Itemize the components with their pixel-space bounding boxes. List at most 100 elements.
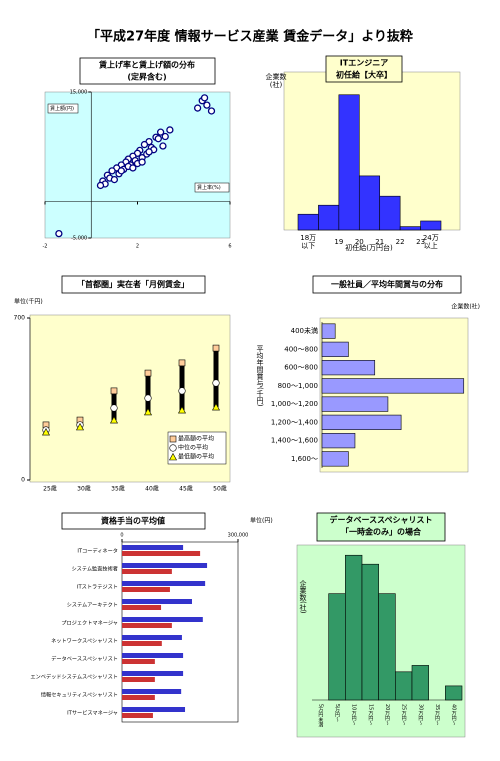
- x-tick-label: 300,000: [228, 533, 249, 539]
- y-tick-label: 1,600～: [291, 455, 318, 463]
- bar: [122, 671, 184, 676]
- marker: [75, 422, 85, 431]
- bar: [345, 554, 363, 701]
- title-box: [61, 275, 206, 294]
- title-box: [316, 512, 446, 542]
- y-tick-label: 600～800: [284, 364, 318, 372]
- marker: [212, 344, 220, 352]
- bar: [318, 204, 340, 231]
- x-tick-label: 25万円～: [401, 704, 407, 726]
- bar: [445, 685, 463, 701]
- legend-label: 最高額の平均: [178, 435, 214, 443]
- point: [110, 175, 119, 184]
- label-box: [194, 182, 230, 193]
- x-tick-label: 18万以下: [300, 234, 316, 250]
- legend-marker: [169, 435, 177, 443]
- chart-title: 賃上げ率と賃上げ額の分布: [98, 60, 195, 70]
- point: [207, 107, 216, 115]
- y-tick-label: 15,000: [70, 90, 88, 96]
- y-tick-label: 700: [14, 315, 26, 322]
- bar: [122, 623, 172, 628]
- y-tick-label: 1,400～1,600: [271, 437, 318, 445]
- bar: [122, 659, 155, 664]
- y-tick-label: ITコーディネータ: [77, 547, 118, 555]
- x-tick-label: 50歳: [213, 485, 227, 493]
- point: [129, 164, 137, 172]
- y-tick-label: ITストラテジスト: [77, 584, 118, 591]
- range-bar: [213, 348, 219, 408]
- x-tick-label: 35歳: [111, 485, 125, 493]
- bar: [338, 94, 360, 231]
- marker: [110, 404, 118, 412]
- x-tick-label: 30歳: [77, 485, 91, 493]
- bar: [122, 581, 206, 586]
- y-tick-label: 0: [21, 477, 25, 484]
- marker: [144, 369, 152, 377]
- bar: [321, 323, 336, 339]
- x-axis-label: 単位(円): [250, 517, 273, 525]
- y-tick-label: 800～1,000: [278, 382, 318, 390]
- bar: [122, 605, 162, 610]
- chart-title: ITエンジニア: [340, 59, 388, 68]
- x-axis-label: 初任給(万円台): [345, 243, 393, 252]
- point: [55, 229, 63, 238]
- bar: [321, 378, 465, 394]
- y-tick-label: 情報セキュリティスペシャリスト: [41, 691, 118, 699]
- marker: [211, 402, 221, 411]
- bar: [395, 671, 413, 701]
- page-title: 「平成27年度 情報サービス産業 賃金データ」より抜粋: [87, 29, 413, 45]
- plot-area: [319, 317, 469, 473]
- bar: [321, 433, 356, 449]
- x-tick-label: 15万円～: [367, 704, 373, 726]
- bar: [411, 665, 429, 701]
- plot-frame: [121, 541, 239, 723]
- y-tick-label: ITサービスマネージャ: [67, 709, 118, 717]
- point: [140, 140, 149, 149]
- x-tick-label: 21: [375, 238, 384, 246]
- y-tick-label: プロジェクトマネージャ: [61, 620, 118, 627]
- marker: [143, 407, 153, 416]
- y-axis-label: 賃上額(円): [50, 105, 74, 112]
- y-axis-label: 企業数(社): [299, 579, 307, 614]
- point: [117, 167, 125, 175]
- x-tick-label: 0: [120, 533, 123, 539]
- bar: [361, 563, 379, 701]
- point: [108, 167, 116, 175]
- marker: [178, 359, 186, 367]
- chart-title: 一般社員／平均年間賞与の分布: [331, 279, 443, 289]
- x-tick-label: 40万円～: [451, 704, 457, 726]
- legend-label: 中位の平均: [178, 444, 208, 452]
- chart-subtitle: 初任給【大卒】: [336, 70, 392, 80]
- y-axis-label: 平均年間賞与(千円): [256, 345, 264, 407]
- y-tick-label: 400～800: [284, 345, 318, 353]
- legend-label: 最低額の平均: [178, 453, 214, 461]
- bar: [321, 396, 389, 412]
- label-box: [47, 103, 79, 114]
- bar: [399, 226, 421, 231]
- point: [193, 104, 202, 112]
- x-tick-label: 20万円～: [384, 704, 390, 726]
- x-tick-label: 25歳: [43, 485, 57, 493]
- title-box: [79, 57, 216, 85]
- bar: [420, 220, 442, 231]
- chart-title: データベーススペシャリスト: [329, 515, 432, 525]
- y-tick-label: 1,000～1,200: [271, 400, 318, 408]
- point: [156, 128, 165, 136]
- bar: [379, 195, 401, 231]
- marker: [212, 379, 220, 387]
- bar: [122, 707, 186, 712]
- bar: [321, 414, 402, 430]
- point: [203, 101, 211, 109]
- chart-subtitle: (定昇含む): [127, 72, 166, 82]
- marker: [178, 387, 186, 395]
- marker: [109, 415, 119, 424]
- title-box: [61, 512, 206, 530]
- y-tick-label: -5,000: [71, 236, 87, 242]
- bar: [122, 563, 208, 568]
- x-axis-label: 賃上率(%): [197, 184, 221, 191]
- legend-marker: [169, 444, 177, 452]
- bar: [122, 713, 153, 718]
- bar: [122, 695, 155, 700]
- bar: [321, 341, 349, 357]
- title-box: [312, 275, 462, 294]
